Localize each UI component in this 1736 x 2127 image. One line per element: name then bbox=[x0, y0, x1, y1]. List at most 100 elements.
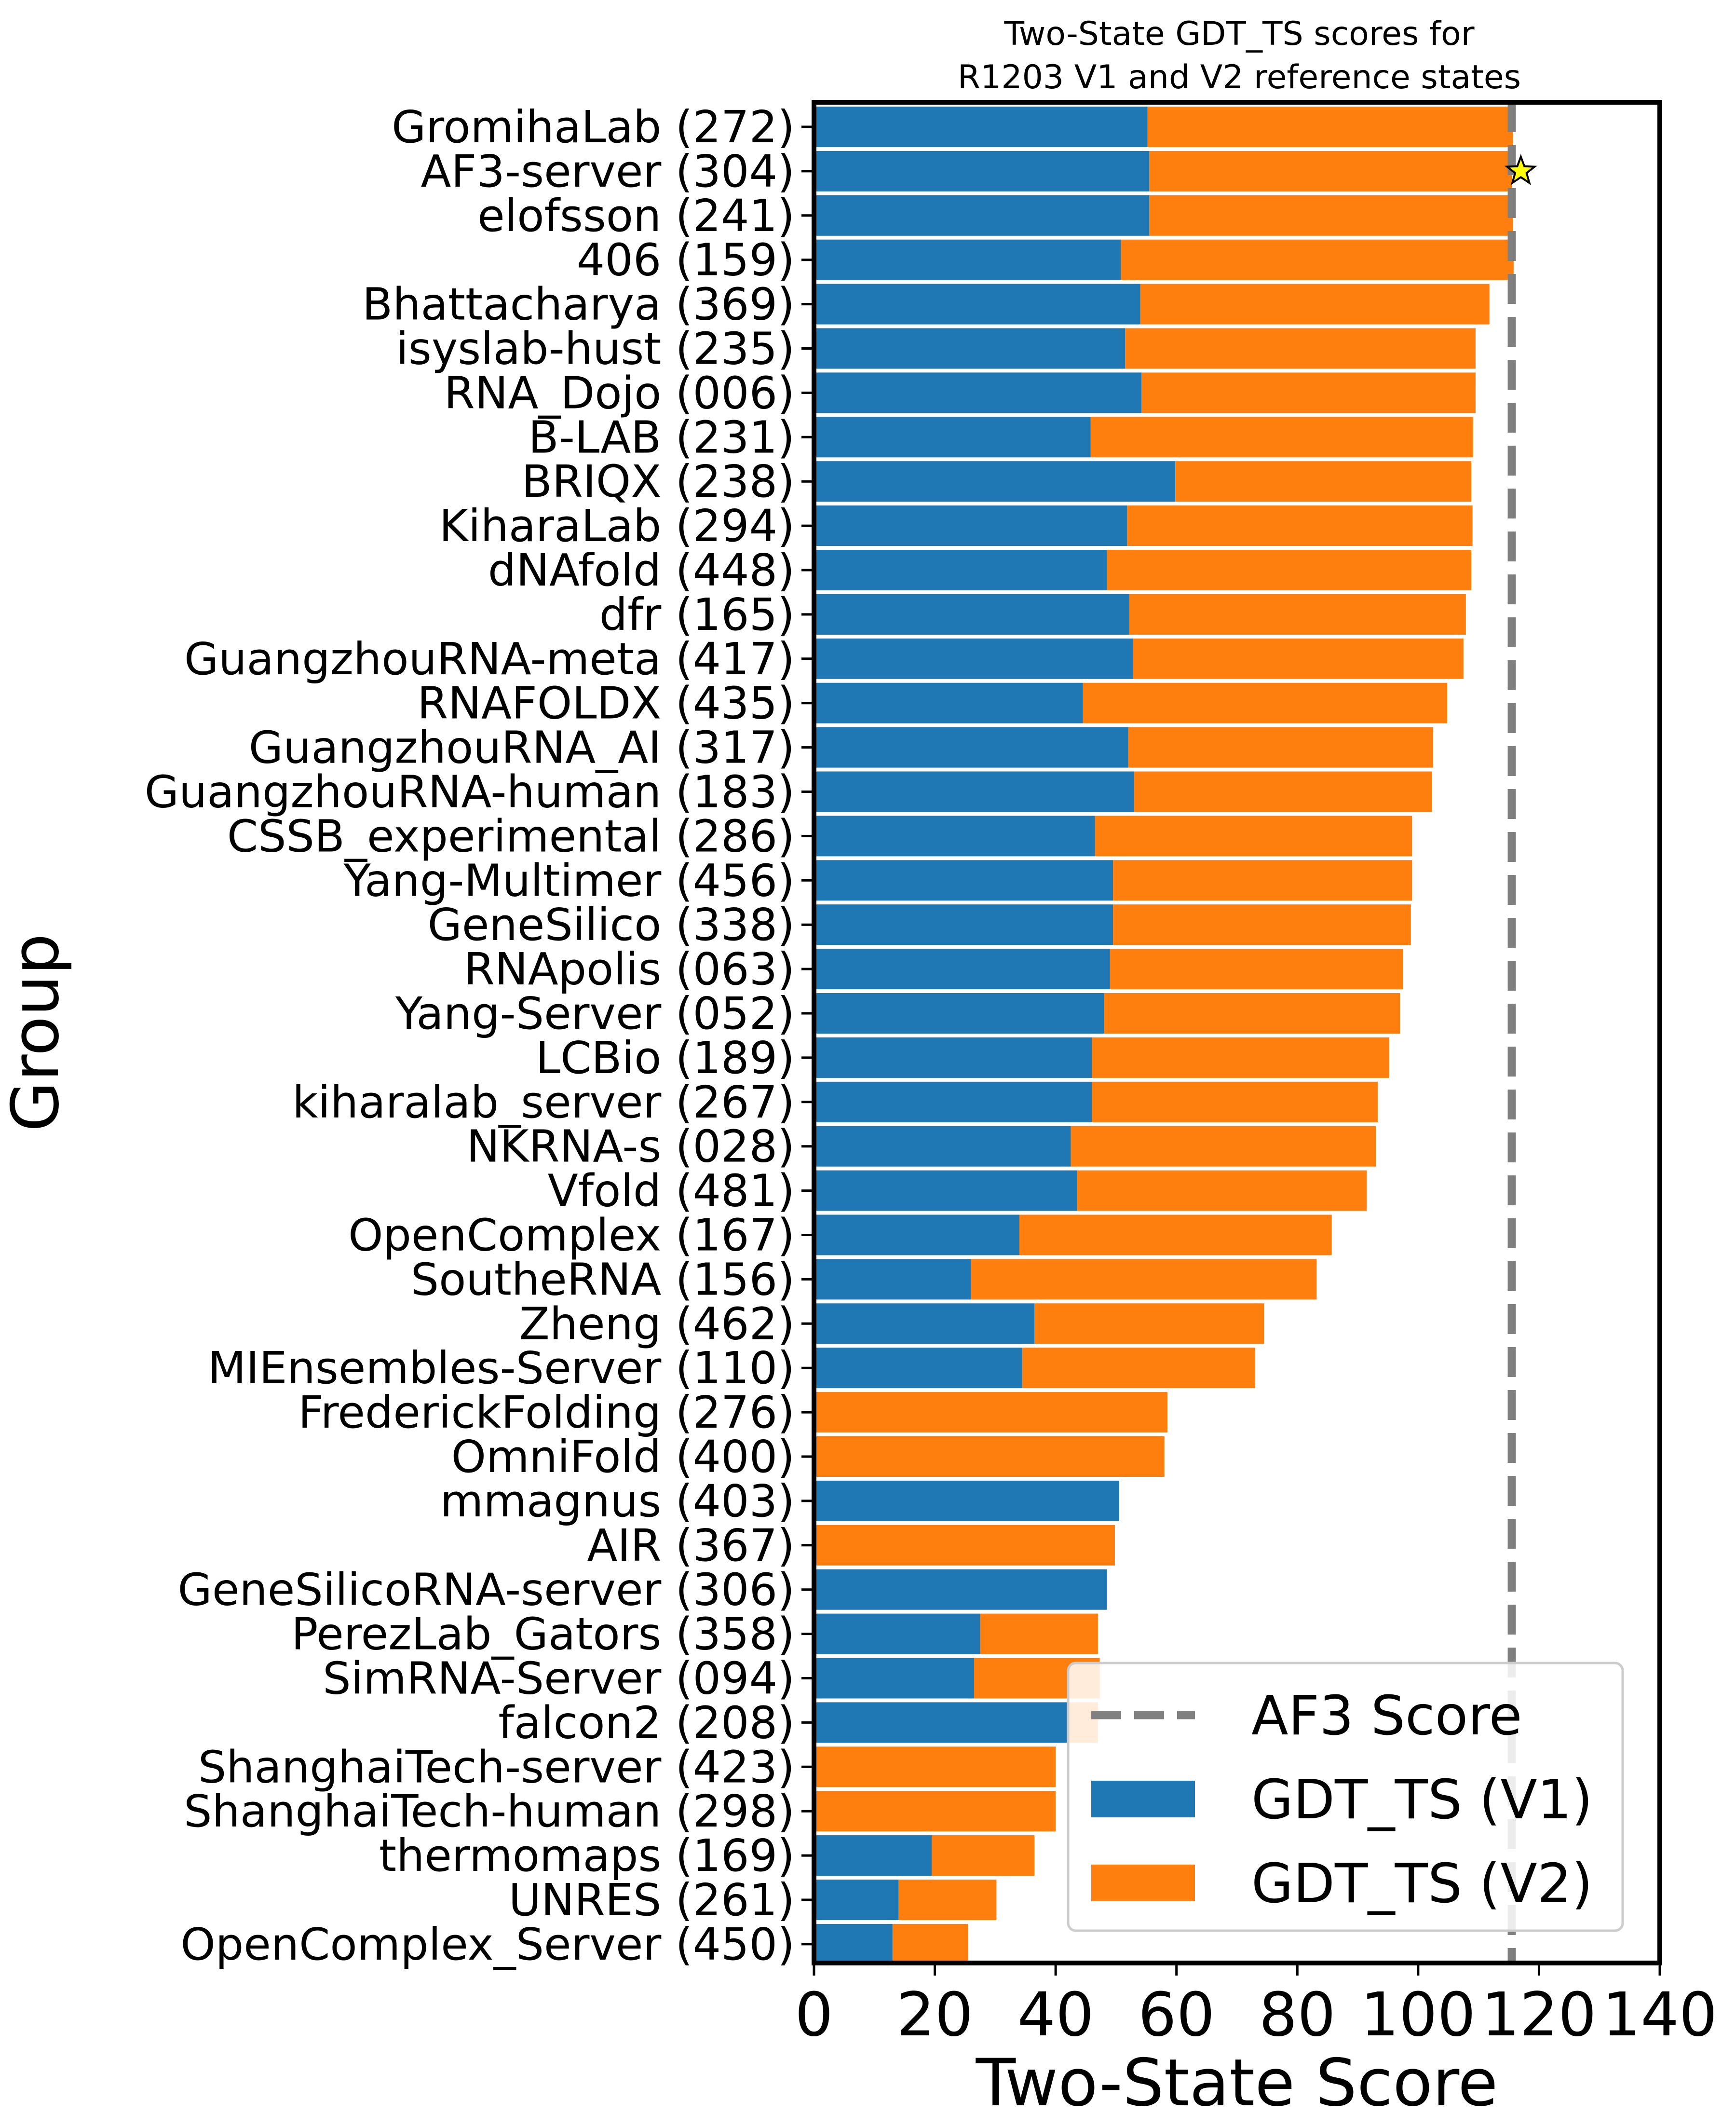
bar-v2-12 bbox=[1133, 638, 1464, 679]
bar-v2-30 bbox=[814, 1436, 1165, 1477]
bar-v2-13 bbox=[1083, 682, 1447, 723]
chart-title-line-2: R1203 V1 and V2 reference states bbox=[958, 58, 1521, 96]
category-label-31: mmagnus (403) bbox=[440, 1475, 795, 1527]
bar-v1-39 bbox=[814, 1835, 932, 1876]
category-label-15: GuangzhouRNA-human (183) bbox=[145, 766, 795, 818]
bar-v1-12 bbox=[814, 638, 1133, 679]
legend-v2-label: GDT_TS (V2) bbox=[1251, 1853, 1593, 1915]
bar-v2-8 bbox=[1175, 461, 1472, 502]
bar-v2-37 bbox=[814, 1746, 1056, 1787]
category-label-13: RNAFOLDX (435) bbox=[417, 678, 795, 729]
category-label-30: OmniFold (400) bbox=[451, 1431, 795, 1483]
legend-v2-swatch bbox=[1091, 1865, 1195, 1901]
bar-v2-0 bbox=[1147, 107, 1513, 147]
category-label-14: GuangzhouRNA_AI (317) bbox=[249, 722, 795, 774]
bar-v1-24 bbox=[814, 1170, 1077, 1211]
legend-af3-label: AF3 Score bbox=[1251, 1685, 1522, 1747]
bar-v2-6 bbox=[1141, 372, 1476, 413]
bar-v2-27 bbox=[1034, 1303, 1264, 1344]
bar-v2-1 bbox=[1149, 150, 1512, 191]
x-tick-label-6: 120 bbox=[1481, 1980, 1597, 2050]
category-label-18: GeneSilico (338) bbox=[428, 899, 795, 951]
bar-v1-40 bbox=[814, 1880, 899, 1920]
bar-v2-38 bbox=[814, 1791, 1056, 1832]
category-label-41: OpenComplex_Server (450) bbox=[180, 1919, 795, 1970]
bar-v1-33 bbox=[814, 1569, 1107, 1610]
bar-v2-7 bbox=[1090, 417, 1473, 458]
bar-v1-1 bbox=[814, 150, 1150, 191]
bar-v2-2 bbox=[1149, 195, 1513, 236]
x-tick-label-4: 80 bbox=[1259, 1980, 1336, 2050]
category-label-34: PerezLab_Gators (358) bbox=[291, 1609, 795, 1660]
bar-v1-18 bbox=[814, 904, 1113, 945]
category-label-10: dNAfold (448) bbox=[488, 545, 795, 596]
bar-v1-41 bbox=[814, 1923, 893, 1964]
category-label-3: 406 (159) bbox=[577, 234, 795, 286]
category-label-7: B-LAB (231) bbox=[529, 411, 795, 463]
bar-v2-26 bbox=[971, 1259, 1317, 1300]
category-label-group: GromihaLab (272)AF3-server (304)elofsson… bbox=[145, 101, 814, 1970]
bar-v2-15 bbox=[1134, 771, 1432, 812]
af3-star-marker bbox=[1504, 154, 1537, 185]
bar-v2-23 bbox=[1071, 1126, 1376, 1167]
bar-v1-31 bbox=[814, 1480, 1119, 1521]
bar-v1-11 bbox=[814, 594, 1129, 635]
bar-v1-25 bbox=[814, 1214, 1019, 1255]
bar-v1-14 bbox=[814, 727, 1128, 768]
category-label-40: UNRES (261) bbox=[509, 1874, 795, 1926]
bar-v2-5 bbox=[1125, 328, 1476, 369]
bar-v1-13 bbox=[814, 682, 1083, 723]
y-axis-title: Group bbox=[0, 934, 73, 1132]
category-label-9: KiharaLab (294) bbox=[439, 500, 795, 552]
category-label-29: FrederickFolding (276) bbox=[298, 1387, 795, 1438]
x-tick-label-2: 40 bbox=[1017, 1980, 1094, 2050]
category-label-33: GeneSilicoRNA-server (306) bbox=[178, 1564, 795, 1616]
bar-v1-8 bbox=[814, 461, 1176, 502]
category-label-36: falcon2 (208) bbox=[498, 1697, 795, 1748]
bar-v1-2 bbox=[814, 195, 1150, 236]
category-label-20: Yang-Server (052) bbox=[395, 988, 795, 1039]
category-label-19: RNApolis (063) bbox=[464, 943, 795, 995]
bar-v2-40 bbox=[898, 1880, 997, 1920]
chart-title-line-1: Two-State GDT_TS scores for bbox=[1004, 15, 1474, 53]
x-tick-label-3: 60 bbox=[1138, 1980, 1215, 2050]
bar-v2-4 bbox=[1140, 284, 1490, 325]
category-label-4: Bhattacharya (369) bbox=[362, 279, 795, 330]
x-tick-label-0: 0 bbox=[795, 1980, 833, 2050]
bar-v2-39 bbox=[932, 1835, 1035, 1876]
bar-v2-10 bbox=[1107, 550, 1472, 590]
category-label-22: kiharalab_server (267) bbox=[292, 1077, 795, 1128]
bar-v2-18 bbox=[1113, 904, 1411, 945]
category-label-5: isyslab-hust (235) bbox=[396, 323, 795, 375]
bar-v1-4 bbox=[814, 284, 1140, 325]
category-label-35: SimRNA-Server (094) bbox=[323, 1653, 795, 1704]
category-label-24: Vfold (481) bbox=[548, 1165, 795, 1217]
bar-v2-3 bbox=[1121, 239, 1514, 280]
bar-v2-22 bbox=[1092, 1081, 1378, 1122]
bar-v1-3 bbox=[814, 239, 1121, 280]
x-tick-label-5: 100 bbox=[1361, 1980, 1476, 2050]
bar-v2-34 bbox=[980, 1613, 1098, 1654]
bar-v2-41 bbox=[892, 1923, 968, 1964]
bar-v1-28 bbox=[814, 1348, 1023, 1389]
bar-v2-24 bbox=[1076, 1170, 1367, 1211]
bar-v1-27 bbox=[814, 1303, 1035, 1344]
bar-v1-36 bbox=[814, 1702, 1068, 1743]
bar-v2-32 bbox=[814, 1525, 1115, 1566]
category-label-11: dfr (165) bbox=[599, 589, 795, 641]
bar-v1-16 bbox=[814, 816, 1095, 857]
category-label-1: AF3-server (304) bbox=[421, 146, 795, 197]
legend-box bbox=[1067, 1662, 1624, 1932]
category-label-39: thermomaps (169) bbox=[379, 1830, 795, 1882]
category-label-25: OpenComplex (167) bbox=[348, 1210, 795, 1261]
category-label-12: GuangzhouRNA-meta (417) bbox=[184, 633, 795, 685]
bar-v1-9 bbox=[814, 505, 1127, 546]
legend: AF3 Score GDT_TS (V1) GDT_TS (V2) bbox=[1067, 1662, 1624, 1932]
bar-v1-26 bbox=[814, 1259, 971, 1300]
bar-group bbox=[814, 107, 1514, 1964]
bar-v2-20 bbox=[1104, 993, 1400, 1034]
bar-v1-19 bbox=[814, 949, 1110, 990]
category-label-32: AIR (367) bbox=[587, 1520, 795, 1571]
category-label-0: GromihaLab (272) bbox=[392, 101, 795, 153]
